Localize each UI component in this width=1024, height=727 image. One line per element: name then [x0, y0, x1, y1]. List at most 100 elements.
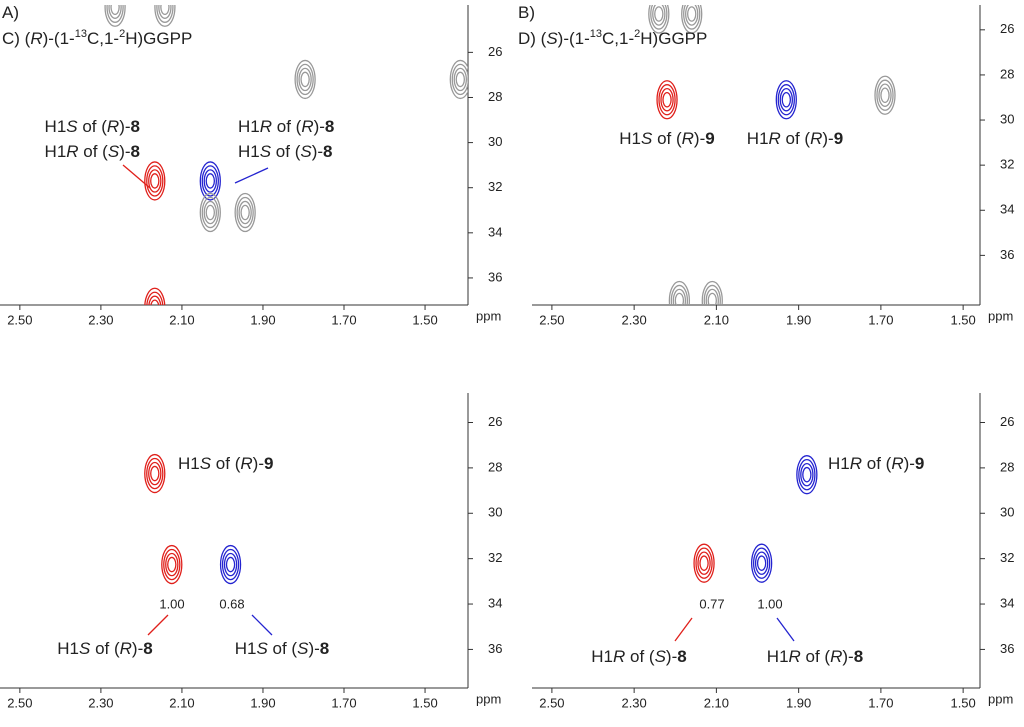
text-segment: 9: [705, 129, 714, 148]
y-tick-label: 32: [488, 550, 502, 565]
contour-ring: [449, 59, 468, 100]
contour-ring: [775, 80, 797, 120]
text-segment: )-: [119, 117, 130, 136]
contour-ring: [154, 5, 176, 27]
peak-label: H1R of (S)-8: [45, 142, 140, 161]
text-segment: of (: [268, 639, 298, 658]
contour-ring: [777, 84, 795, 116]
contour-ring: [146, 457, 164, 490]
y-tick-label: 28: [1000, 66, 1014, 81]
x-tick-label: 2.50: [539, 695, 564, 710]
x-tick-label: 2.30: [621, 312, 646, 327]
contour-ring: [703, 284, 721, 305]
contour-ring: [451, 63, 468, 96]
peak-label: H1R of (R)-9: [747, 129, 843, 148]
contour-ring: [150, 465, 160, 482]
contour-ring: [300, 71, 310, 88]
y-tick-label: 26: [488, 44, 502, 59]
text-segment: H1: [747, 129, 769, 148]
contour-ring: [144, 453, 166, 494]
contour-ring: [221, 548, 240, 581]
text-segment: )-: [694, 129, 705, 148]
peak: [648, 5, 670, 34]
peak-label: H1S of (R)-8: [57, 639, 152, 658]
contour-ring: [165, 552, 179, 577]
peak: [104, 5, 126, 27]
contour-ring: [779, 88, 793, 112]
x-tick-label: 2.50: [7, 312, 32, 327]
text-segment: of (: [862, 454, 892, 473]
text-segment: H1: [45, 117, 67, 136]
y-tick-label: 34: [488, 595, 502, 610]
text-segment: R: [789, 647, 801, 666]
y-tick-label: 36: [1000, 641, 1014, 656]
contour-ring: [707, 292, 717, 305]
peak: [234, 192, 256, 233]
text-segment: )-: [308, 639, 319, 658]
contour-ring: [160, 5, 170, 16]
contour-ring: [144, 161, 166, 201]
text-segment: )-: [119, 142, 130, 161]
contour-ring: [798, 459, 816, 491]
contour-ring: [294, 59, 316, 100]
y-tick-label: 28: [488, 459, 502, 474]
contour-ring: [238, 200, 252, 225]
contour-ring: [701, 280, 723, 305]
text-segment: R: [810, 129, 822, 148]
contour-ring: [874, 75, 896, 115]
x-axis-label: ppm: [476, 308, 501, 323]
peak: [449, 59, 468, 100]
peak-label: H1R of (S)-8: [591, 647, 686, 666]
y-tick-label: 30: [1000, 111, 1014, 126]
y-tick-label: 28: [488, 89, 502, 104]
text-segment: S: [66, 117, 78, 136]
peak: [775, 80, 797, 120]
y-tick-label: 30: [488, 134, 502, 149]
contour-ring: [201, 165, 219, 197]
contour-ring: [150, 299, 160, 305]
text-segment: R: [120, 639, 132, 658]
text-segment: H1: [238, 117, 260, 136]
text-segment: C) (: [2, 29, 31, 48]
text-segment: D) (: [518, 29, 547, 48]
text-segment: 8: [131, 142, 140, 161]
contour-ring: [752, 547, 771, 579]
x-axis-label: ppm: [476, 691, 501, 706]
text-segment: R: [769, 129, 781, 148]
integral-label: 1.00: [159, 596, 184, 611]
y-tick-label: 30: [488, 505, 502, 520]
contour-ring: [108, 5, 122, 19]
contour-ring: [203, 200, 217, 225]
peak: [681, 5, 703, 34]
contour-ring: [148, 295, 162, 305]
peak: [144, 287, 166, 305]
y-tick-label: 36: [1000, 247, 1014, 262]
text-segment: C,1-: [87, 29, 119, 48]
leader-line: [251, 614, 273, 636]
panel-title: A): [2, 3, 19, 22]
text-segment: )-: [314, 117, 325, 136]
contour-ring: [662, 91, 672, 108]
y-tick-label: 32: [488, 179, 502, 194]
contour-ring: [695, 547, 713, 579]
text-segment: R: [240, 454, 252, 473]
y-tick-label: 32: [1000, 550, 1014, 565]
peak: [199, 161, 221, 201]
text-segment: H1: [767, 647, 789, 666]
contour-ring: [201, 196, 219, 229]
peak: [656, 80, 678, 120]
contour-ring: [158, 5, 172, 19]
contour-ring: [672, 288, 687, 305]
text-segment: R: [850, 454, 862, 473]
contour-ring: [670, 284, 689, 305]
leader-line: [674, 617, 693, 642]
text-segment: S: [260, 142, 272, 161]
text-segment: S: [300, 142, 312, 161]
text-segment: 8: [143, 639, 152, 658]
panel: 26 28 30 32 34 36 2.50 2.30 2.10 1.90 1.70 1.50 ppm 1…: [0, 393, 502, 710]
text-segment: )-(1-: [43, 29, 75, 48]
contour-ring: [648, 5, 670, 34]
contour-ring: [144, 287, 166, 305]
contour-ring: [156, 5, 174, 23]
